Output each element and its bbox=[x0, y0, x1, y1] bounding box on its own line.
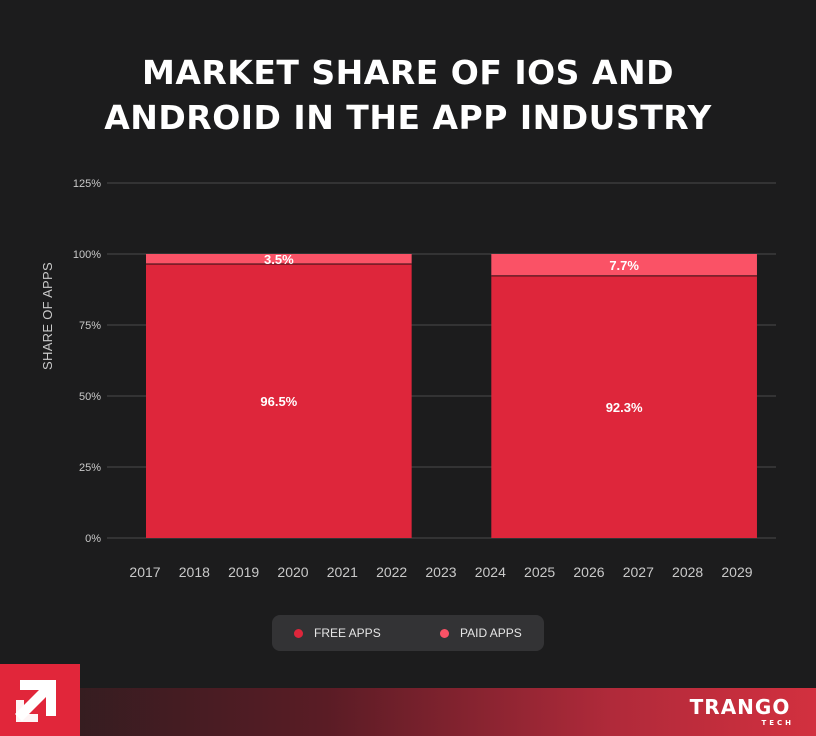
legend-label-free-apps: FREE APPS bbox=[314, 626, 381, 640]
brand-wordmark: TRANGO TECH bbox=[684, 696, 796, 728]
y-tick-label: 100% bbox=[73, 249, 101, 261]
x-tick-label: 2022 bbox=[376, 564, 407, 580]
trango-arrow-logo-icon bbox=[0, 664, 80, 736]
x-tick-label: 2021 bbox=[327, 564, 358, 580]
brand-name: TRANGO bbox=[689, 695, 791, 719]
y-tick-label: 25% bbox=[79, 462, 101, 474]
x-tick-label: 2019 bbox=[228, 564, 259, 580]
x-tick-label: 2028 bbox=[672, 564, 703, 580]
x-tick-label: 2029 bbox=[721, 564, 752, 580]
data-label-paid-apps: 3.5% bbox=[264, 252, 294, 267]
brand-subtitle: TECH bbox=[761, 719, 794, 727]
x-tick-label: 2025 bbox=[524, 564, 555, 580]
x-tick-label: 2024 bbox=[475, 564, 506, 580]
footer-gradient-bar bbox=[0, 688, 816, 736]
chart-title: MARKET SHARE OF IOS AND ANDROID IN THE A… bbox=[0, 50, 816, 140]
legend-item-paid-apps[interactable]: PAID APPS bbox=[440, 615, 522, 651]
legend-item-free-apps[interactable]: FREE APPS bbox=[294, 615, 381, 651]
y-tick-label: 50% bbox=[79, 391, 101, 403]
bar-paid-apps bbox=[491, 254, 757, 276]
x-tick-label: 2018 bbox=[179, 564, 210, 580]
legend-label-paid-apps: PAID APPS bbox=[460, 626, 522, 640]
bar-free-apps bbox=[146, 263, 412, 538]
x-tick-label: 2026 bbox=[573, 564, 604, 580]
chart-title-line-1: MARKET SHARE OF IOS AND bbox=[142, 53, 674, 92]
bar-paid-apps bbox=[146, 254, 412, 264]
y-axis-title: SHARE OF APPS bbox=[40, 262, 55, 370]
chart-title-line-2: ANDROID IN THE APP INDUSTRY bbox=[104, 98, 712, 137]
x-tick-label: 2023 bbox=[425, 564, 456, 580]
data-label-paid-apps: 7.7% bbox=[609, 258, 639, 273]
bar-free-apps bbox=[491, 275, 757, 538]
x-tick-label: 2017 bbox=[129, 564, 160, 580]
x-tick-label: 2027 bbox=[623, 564, 654, 580]
legend-swatch-paid-apps bbox=[440, 628, 449, 638]
data-label-free-apps: 96.5% bbox=[260, 394, 297, 409]
y-tick-label: 125% bbox=[73, 178, 101, 190]
x-tick-label: 2020 bbox=[277, 564, 308, 580]
legend-swatch-free-apps bbox=[294, 628, 303, 638]
y-tick-label: 0% bbox=[85, 533, 101, 545]
chart-legend: FREE APPS PAID APPS bbox=[272, 615, 544, 651]
y-tick-label: 75% bbox=[79, 320, 101, 332]
stacked-bar-chart: 0% 25% 50% 75% 100% 125% SHARE OF APPS 2017 2018… bbox=[40, 178, 776, 580]
data-label-free-apps: 92.3% bbox=[606, 400, 643, 415]
